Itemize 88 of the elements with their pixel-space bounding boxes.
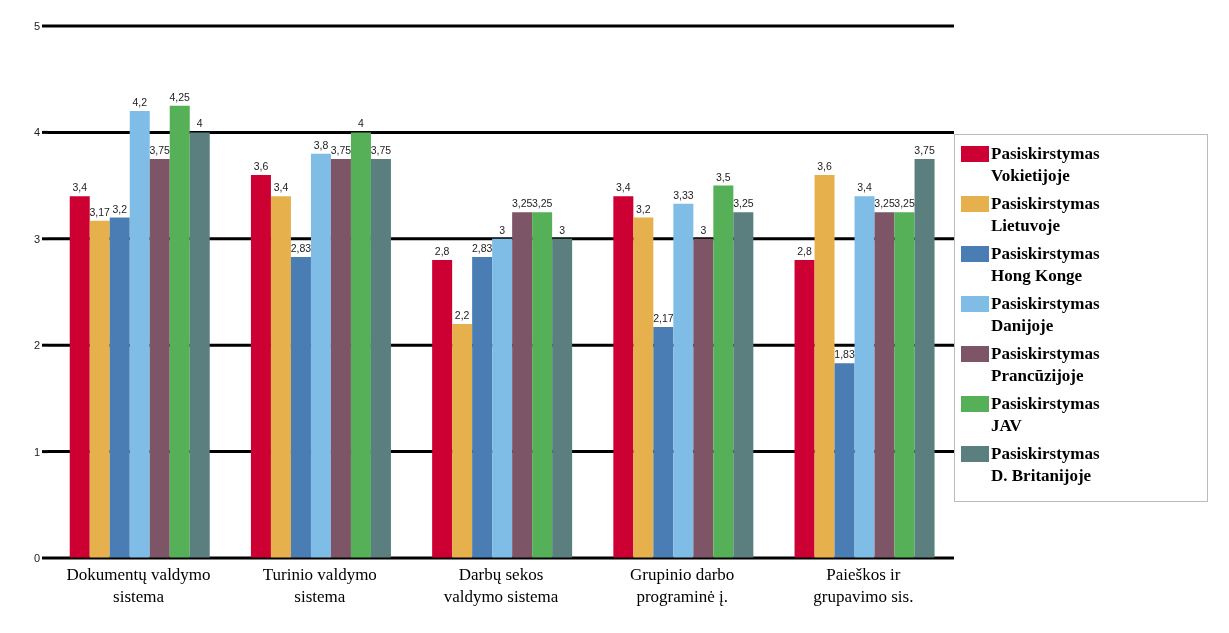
data-label: 3,6 <box>817 159 832 172</box>
data-label: 2,83 <box>471 241 493 254</box>
legend-label: Pasiskirstymas Vokietijoje <box>991 143 1100 187</box>
data-label: 4,25 <box>169 90 191 103</box>
data-label: 3,75 <box>149 144 171 156</box>
legend-label: Pasiskirstymas JAV <box>991 393 1100 437</box>
bar <box>250 174 271 558</box>
data-label: 3,75 <box>914 144 935 156</box>
bar <box>452 323 473 558</box>
bar <box>733 212 754 558</box>
bar <box>633 217 654 558</box>
legend-label: Pasiskirstymas Danijoje <box>991 293 1100 337</box>
bar <box>814 174 835 558</box>
y-tick-label: 3 <box>33 232 40 245</box>
data-label: 2,17 <box>653 312 674 325</box>
legend-label: Pasiskirstymas Prancūzijoje <box>991 343 1100 387</box>
x-tick-label: Turinio valdymo sistema <box>262 565 377 606</box>
bar <box>109 217 130 558</box>
data-label: 3,33 <box>673 188 694 201</box>
data-label: 3,8 <box>313 138 329 151</box>
data-label: 2,8 <box>797 245 812 258</box>
bar <box>693 238 714 558</box>
y-tick-label: 5 <box>33 19 40 32</box>
data-label: 3,25 <box>531 197 553 210</box>
data-label: 3,25 <box>733 197 754 210</box>
data-label: 3,25 <box>874 197 895 210</box>
data-label: 2,83 <box>290 241 312 254</box>
bar <box>129 111 150 558</box>
legend-label: Pasiskirstymas Lietuvoje <box>991 193 1100 237</box>
bar <box>532 212 553 558</box>
bar <box>874 212 895 558</box>
y-tick-label: 4 <box>33 126 40 139</box>
bar <box>914 159 935 558</box>
bar <box>89 220 110 558</box>
x-tick-label: Dokumentų valdymo sistema <box>66 565 211 606</box>
data-label: 3,4 <box>273 181 289 194</box>
data-label: 3,25 <box>511 197 533 210</box>
data-label: 3,17 <box>89 205 111 218</box>
bar <box>834 363 855 558</box>
bar <box>653 327 674 558</box>
data-label: 3,6 <box>253 159 269 172</box>
data-label: 3,2 <box>636 202 651 215</box>
data-label: 3 <box>559 223 566 236</box>
bar <box>552 238 573 558</box>
bar <box>673 203 694 558</box>
bar <box>169 105 190 558</box>
data-label: 1,83 <box>834 348 855 361</box>
bar <box>512 212 533 558</box>
bar <box>472 256 493 558</box>
x-tick-label: Darbų sekos valdymo sistema <box>443 565 559 606</box>
bar <box>330 159 351 558</box>
data-label: 3,75 <box>330 144 352 156</box>
bar <box>149 159 170 558</box>
bar <box>69 196 90 558</box>
bar <box>350 132 371 558</box>
data-label: 4,2 <box>132 96 148 109</box>
data-label: 3,5 <box>716 170 731 183</box>
data-label: 3 <box>499 223 506 236</box>
legend-label: Pasiskirstymas D. Britanijoje <box>991 443 1100 487</box>
y-tick-label: 0 <box>33 551 40 564</box>
data-label: 2,8 <box>434 245 450 258</box>
bar <box>492 238 513 558</box>
bar <box>290 256 311 558</box>
data-label: 3,25 <box>894 197 915 210</box>
bar <box>613 196 634 558</box>
bar <box>432 260 453 558</box>
data-label: 4 <box>358 117 365 130</box>
bar <box>310 153 331 558</box>
bar <box>270 196 291 558</box>
y-tick-label: 2 <box>33 339 40 352</box>
data-label: 3,75 <box>370 144 392 156</box>
data-label: 3,4 <box>616 181 631 194</box>
x-tick-label: Grupinio darbo programinė į. <box>630 565 735 606</box>
bar <box>370 159 391 558</box>
legend-label: Pasiskirstymas Hong Konge <box>991 243 1100 287</box>
data-label: 3,4 <box>857 181 872 194</box>
data-label: 2,2 <box>454 308 470 321</box>
x-tick-label: Paieškos ir grupavimo sis. <box>813 565 914 606</box>
data-label: 4 <box>196 117 203 130</box>
data-label: 3 <box>700 223 707 236</box>
data-label: 3,2 <box>112 202 128 215</box>
y-tick-label: 1 <box>33 445 40 458</box>
bar <box>894 212 915 558</box>
bar <box>854 196 875 558</box>
bar <box>713 185 734 558</box>
bar <box>189 132 210 558</box>
data-label: 3,4 <box>72 181 88 194</box>
bar <box>794 260 815 558</box>
